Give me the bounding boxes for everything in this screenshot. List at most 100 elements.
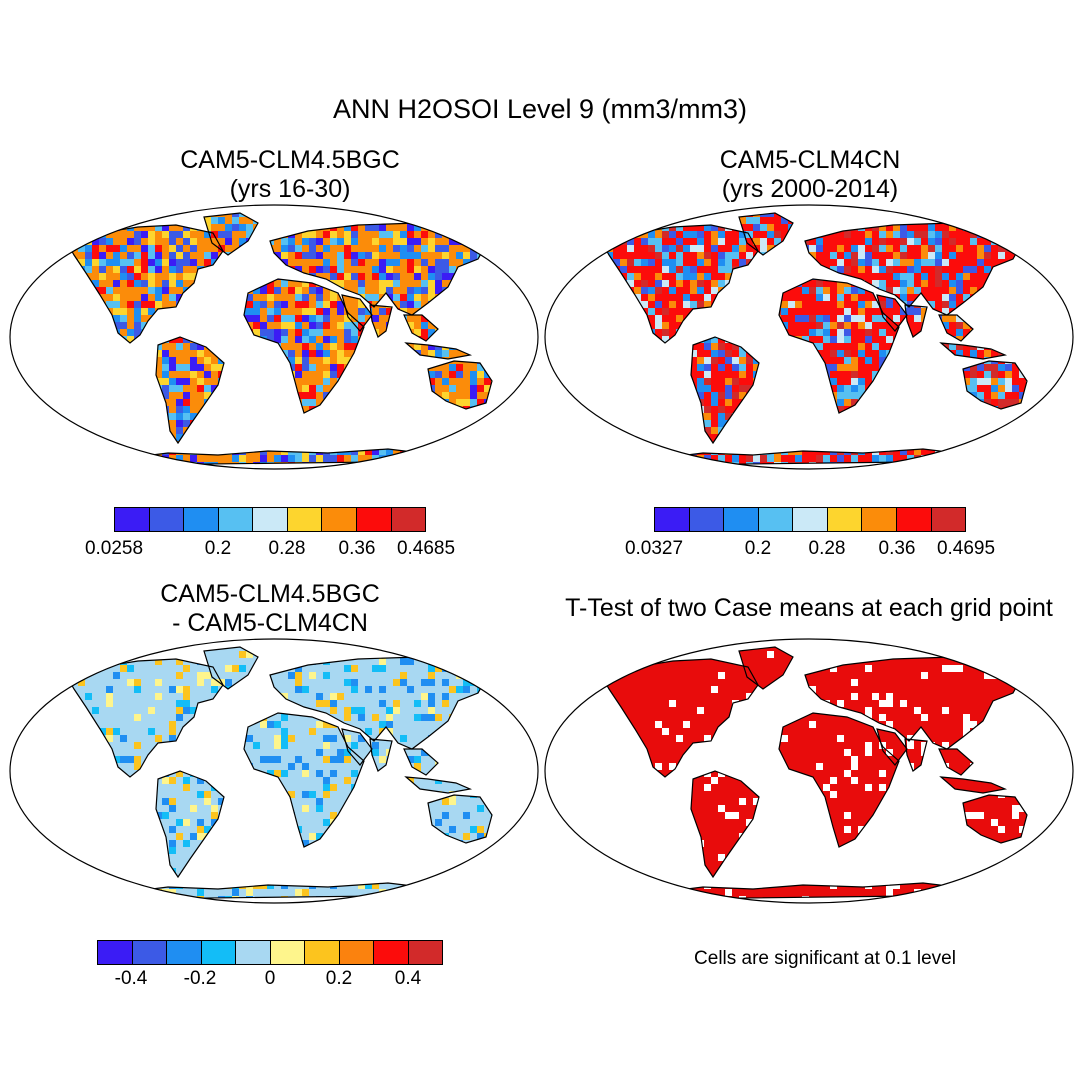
cb2-swatch (793, 508, 828, 531)
coastline-africa (778, 712, 900, 848)
coastline-arabia (341, 294, 373, 332)
coastline-australia (427, 794, 493, 844)
cb2-swatch (862, 508, 897, 531)
cb1-swatch (218, 508, 254, 531)
coastline-india (904, 304, 928, 338)
cb1-tick: 0.28 (268, 538, 306, 559)
coastline-arabia (876, 728, 908, 766)
coastline-africa (778, 278, 900, 414)
cb2-tick: 0.2 (744, 538, 772, 559)
panel4-title: T-Test of two Case means at each grid po… (565, 594, 1053, 622)
coastline-india (369, 738, 393, 772)
colorbar-panel3 (97, 940, 443, 965)
panel2-map (544, 204, 1074, 470)
cb3-tick: -0.2 (183, 968, 217, 989)
cb2-tick: 0.36 (878, 538, 916, 559)
coastline-southAmerica (155, 770, 225, 879)
cb2-swatch (655, 508, 690, 531)
figure-title: ANN H2OSOI Level 9 (mm3/mm3) (332, 94, 748, 124)
coastline-australia (427, 360, 493, 410)
cb2-tick: 0.0327 (624, 538, 684, 559)
panel3-title-line2: - CAM5-CLM4CN (172, 609, 368, 637)
coastline-arabia (341, 728, 373, 766)
cb1-swatch (184, 508, 219, 531)
coastline-antarctica (118, 882, 459, 900)
cb3-swatch (98, 941, 133, 964)
panel1-title-line2: (yrs 16-30) (229, 175, 351, 203)
cb3-tick: 0 (264, 968, 276, 989)
map3-globe-border (9, 638, 539, 904)
colorbar-panel2 (654, 507, 966, 532)
coastline-antarctica (653, 448, 994, 466)
cb1-tick: 0.2 (204, 538, 232, 559)
coastline-greenland (738, 212, 794, 256)
coastline-seasia (938, 748, 974, 776)
cb2-swatch (896, 508, 932, 531)
panel3-map (9, 638, 539, 904)
coastline-indonesia (939, 342, 1008, 360)
cb1-swatch (391, 508, 426, 531)
coastline-northAmerica (65, 658, 224, 778)
cb2-swatch (931, 508, 966, 531)
cb3-swatch (236, 941, 271, 964)
panel2-title-line1: CAM5-CLM4CN (719, 146, 901, 174)
cb1-tick: 0.0258 (84, 538, 144, 559)
coastline-australia (962, 360, 1028, 410)
cb2-tick: 0.4695 (936, 538, 996, 559)
coastline-seasia (403, 748, 439, 776)
cb3-tick: 0.2 (325, 968, 353, 989)
panel2-title: CAM5-CLM4CN (yrs 2000-2014) (560, 146, 1060, 204)
coastline-seasia (403, 314, 439, 342)
cb3-swatch (374, 941, 409, 964)
panel4-map (544, 638, 1074, 904)
panel1-map (9, 204, 539, 470)
coastline-africa (243, 712, 365, 848)
map2-globe-border (544, 204, 1074, 470)
cb3-swatch (305, 941, 340, 964)
coastline-seasia (938, 314, 974, 342)
cb1-swatch (287, 508, 323, 531)
coastline-indonesia (939, 776, 1008, 794)
cb2-swatch (758, 508, 794, 531)
map4-globe-border (544, 638, 1074, 904)
coastline-antarctica (118, 448, 459, 466)
significance-note: Cells are significant at 0.1 level (694, 948, 956, 969)
panel2-title-line2: (yrs 2000-2014) (721, 175, 899, 203)
coastline-greenland (203, 212, 259, 256)
panel1-title: CAM5-CLM4.5BGC (yrs 16-30) (40, 146, 540, 204)
cb2-swatch (724, 508, 759, 531)
coastline-arabia (876, 294, 908, 332)
panel1-title-line1: CAM5-CLM4.5BGC (180, 146, 400, 174)
cb3-swatch (339, 941, 374, 964)
coastline-india (369, 304, 393, 338)
coastline-northAmerica (600, 224, 759, 344)
cb3-swatch (270, 941, 305, 964)
panel3-title-line1: CAM5-CLM4.5BGC (160, 580, 380, 608)
cb3-swatch (132, 941, 167, 964)
cb3-swatch (201, 941, 236, 964)
cb1-tick: 0.4685 (396, 538, 456, 559)
cb1-tick: 0.36 (338, 538, 376, 559)
coastline-antarctica (653, 882, 994, 900)
coastline-greenland (203, 646, 259, 690)
coastline-africa (243, 278, 365, 414)
cb1-swatch (149, 508, 185, 531)
cb2-tick: 0.28 (808, 538, 846, 559)
coastline-northAmerica (65, 224, 224, 344)
coastline-southAmerica (690, 770, 760, 879)
coastline-australia (962, 794, 1028, 844)
coastline-southAmerica (155, 336, 225, 445)
coastline-greenland (738, 646, 794, 690)
map1-globe-border (9, 204, 539, 470)
cb1-swatch (253, 508, 288, 531)
coastline-indonesia (404, 342, 473, 360)
coastline-indonesia (404, 776, 473, 794)
coastline-northAmerica (600, 658, 759, 778)
cb1-swatch (356, 508, 392, 531)
cb3-tick: 0.4 (394, 968, 422, 989)
cb2-swatch (689, 508, 725, 531)
cb3-swatch (408, 941, 442, 964)
cb3-tick: -0.4 (114, 968, 148, 989)
coastline-india (904, 738, 928, 772)
cb3-swatch (167, 941, 202, 964)
